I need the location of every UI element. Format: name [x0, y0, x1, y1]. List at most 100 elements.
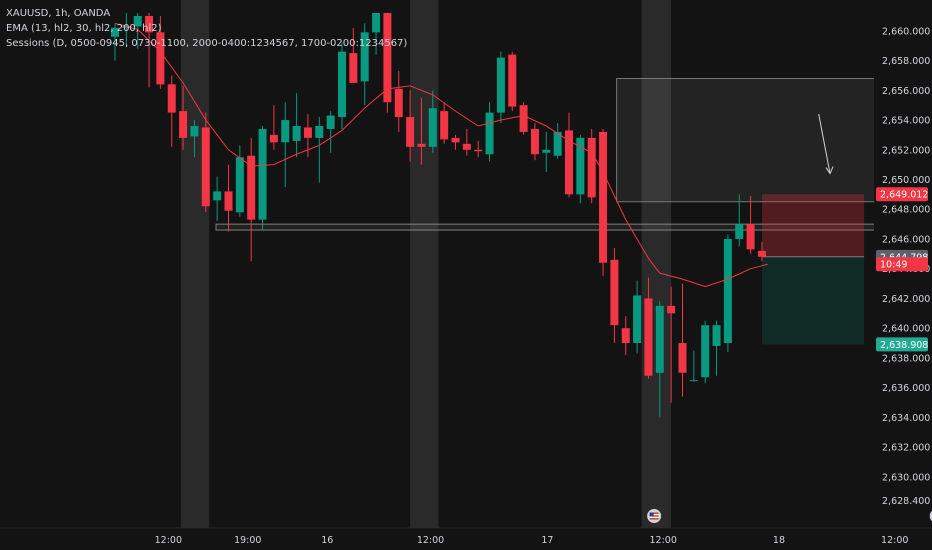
candle-body: [451, 137, 460, 143]
candle-down: [621, 316, 630, 355]
symbol-title[interactable]: XAUUSD, 1h, OANDA: [6, 8, 111, 19]
y-tick-label: 2,648.000: [882, 205, 930, 216]
candle-body: [406, 117, 415, 147]
candle-down: [757, 241, 766, 262]
y-tick-label: 2,642.000: [882, 294, 930, 305]
candle-body: [326, 115, 335, 129]
candle-body: [292, 125, 301, 141]
price-tag-label: 2,649.012: [880, 190, 928, 201]
candle-body: [122, 26, 131, 28]
candle-body: [213, 191, 222, 201]
candle-up: [485, 102, 494, 162]
candle-down: [440, 102, 449, 144]
price-axis: [874, 0, 932, 550]
price-tag-box: [876, 337, 928, 352]
candle-down: [269, 105, 278, 150]
candle-down: [145, 13, 154, 88]
candle-body: [587, 137, 596, 198]
y-tick-label: 2,652.000: [882, 145, 930, 156]
y-tick-label: 2,636.000: [882, 383, 930, 394]
y-tick-label: 2,628.400: [882, 496, 930, 507]
candle-body: [701, 325, 710, 378]
candle-body: [338, 51, 346, 118]
candle-body: [530, 128, 539, 155]
flag-us-icon-canton: [649, 512, 654, 516]
price-tag-label: 10:49: [880, 260, 907, 271]
price-tag-label: 2,638.908: [880, 340, 928, 351]
candle-down: [508, 51, 517, 112]
candle-body: [394, 88, 403, 118]
flag-us-icon-stripe: [649, 512, 659, 514]
candle-body: [735, 224, 744, 239]
price-tag: 10:49: [876, 257, 928, 272]
candle-body: [372, 13, 381, 33]
supply-zone-box: [616, 78, 876, 203]
candle-up: [111, 23, 119, 61]
y-tick-label: 2,640.000: [882, 324, 930, 335]
candle-body: [303, 127, 312, 138]
candle-up: [235, 145, 244, 217]
candle-body: [360, 32, 369, 82]
candle-up: [281, 102, 290, 187]
y-tick-label: 2,650.000: [882, 175, 930, 186]
candle-down: [610, 247, 619, 344]
candle-body: [542, 149, 551, 153]
ema-line: [114, 22, 768, 288]
candle-body: [349, 53, 358, 83]
candle-down: [667, 286, 676, 403]
session-band: [180, 0, 210, 528]
arrow-head: [825, 166, 834, 175]
session-band: [410, 0, 439, 528]
candle-body: [111, 27, 119, 37]
candle-body: [133, 15, 142, 27]
candle-body: [269, 134, 278, 143]
candle-body: [440, 111, 449, 140]
candle-down: [167, 75, 176, 147]
candle-body: [190, 125, 199, 137]
candle-body: [474, 149, 483, 152]
candle-down: [201, 112, 210, 213]
candle-down: [565, 112, 573, 198]
candle-body: [519, 105, 528, 132]
candle-down: [678, 283, 687, 397]
candle-up: [190, 120, 199, 158]
candle-down: [451, 134, 460, 150]
y-tick-label: 2,630.000: [882, 472, 930, 483]
candle-up: [315, 117, 324, 183]
stop-loss-zone: [761, 194, 865, 257]
candle-body: [201, 127, 210, 207]
candle-down: [394, 70, 403, 132]
flag-us-icon: [929, 510, 932, 522]
candle-body: [553, 131, 562, 156]
candle-body: [224, 191, 233, 211]
candle-body: [621, 328, 630, 344]
candle-up: [723, 234, 732, 352]
candle-down: [406, 90, 415, 162]
candle-up: [553, 123, 562, 159]
candle-body: [508, 54, 517, 107]
candle-down: [530, 123, 539, 161]
candle-body: [610, 259, 619, 326]
candle-body: [576, 137, 585, 195]
ema-indicator-label[interactable]: EMA (13, hl2, 30, hl2, 200, hl2): [6, 23, 162, 34]
y-tick-label: 2,658.000: [882, 56, 930, 67]
candle-down: [462, 128, 471, 156]
candle-body: [644, 298, 653, 376]
price-tag-box: [876, 257, 928, 272]
candle-up: [689, 350, 698, 382]
candle-up: [496, 51, 505, 124]
sessions-indicator-label[interactable]: Sessions (D, 0500-0945, 0730-1100, 2000-…: [6, 38, 408, 49]
candle-down: [417, 97, 426, 165]
candle-body: [462, 143, 471, 150]
candle-down: [474, 140, 483, 158]
candle-body: [167, 84, 176, 113]
price-tag-box: [876, 187, 928, 202]
x-tick-label: 12:00: [650, 535, 677, 546]
y-tick-label: 2,632.000: [882, 443, 930, 454]
candle-down: [587, 128, 596, 204]
candle-body: [689, 380, 698, 382]
candle-body: [258, 128, 267, 220]
price-tag: 2,638.908: [876, 337, 928, 352]
x-tick-label: 16: [321, 535, 333, 546]
